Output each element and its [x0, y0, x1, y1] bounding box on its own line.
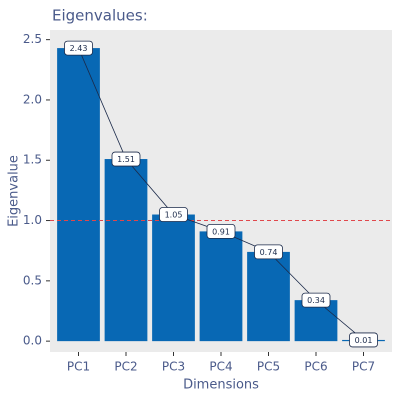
x-tick-label: PC2: [114, 360, 137, 374]
value-label-box: [64, 40, 93, 56]
value-label-box: [111, 151, 141, 167]
x-tick-label: PC6: [304, 360, 327, 374]
value-label-box: [159, 207, 188, 222]
y-tick-label: 0.5: [23, 273, 42, 287]
bar: [199, 231, 243, 342]
value-label-box: [301, 292, 331, 308]
y-tick-label: 1.5: [23, 153, 42, 167]
y-tick-label: 2.0: [23, 92, 42, 106]
y-tick-label: 0.0: [23, 334, 42, 348]
x-tick-label: PC3: [162, 360, 185, 374]
value-label: 1.51: [117, 155, 135, 164]
bar: [247, 251, 290, 342]
x-tick-label: PC7: [352, 360, 375, 374]
value-label: 1.05: [165, 211, 183, 220]
bar: [57, 48, 100, 342]
y-axis-label: Eigenvalue: [7, 155, 22, 227]
bar: [152, 214, 195, 342]
x-tick-label: PC5: [257, 360, 280, 374]
x-tick-label: PC1: [67, 360, 90, 374]
value-label: 0.91: [212, 227, 230, 236]
value-label: 2.43: [70, 44, 88, 53]
y-tick-label: 1.0: [23, 213, 42, 227]
value-label-box: [349, 332, 378, 348]
chart-title: Eigenvalues:: [52, 7, 148, 25]
value-label: 0.34: [307, 296, 325, 305]
value-label-box: [254, 244, 283, 260]
x-axis-label: Dimensions: [183, 378, 259, 393]
value-label: 0.01: [355, 336, 373, 345]
x-tick-label: PC4: [209, 360, 232, 374]
value-label-box: [206, 224, 236, 239]
bar: [104, 159, 148, 342]
value-label: 0.74: [260, 248, 278, 257]
y-tick-label: 2.5: [23, 32, 42, 46]
